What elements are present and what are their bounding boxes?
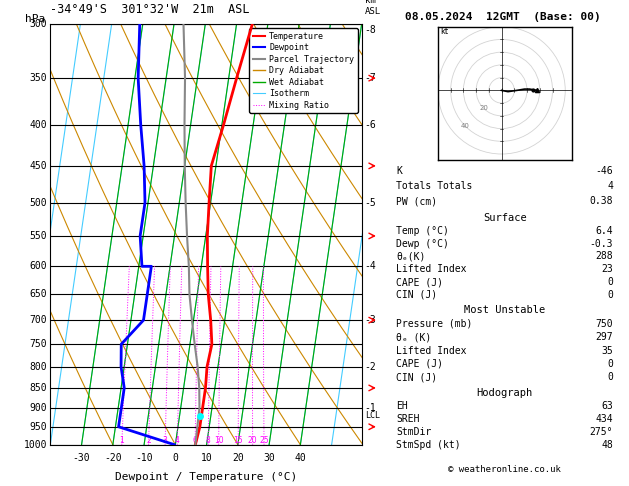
Text: -30: -30 [73,453,91,463]
Text: 850: 850 [30,383,47,393]
Text: Most Unstable: Most Unstable [464,305,545,315]
Text: -8: -8 [365,25,377,35]
Text: -0.3: -0.3 [590,239,613,248]
Text: 2: 2 [146,435,151,445]
Text: -34°49'S  301°32'W  21m  ASL: -34°49'S 301°32'W 21m ASL [50,3,250,16]
Text: -7: -7 [365,73,377,83]
Text: 450: 450 [30,161,47,171]
Text: 950: 950 [30,422,47,432]
Text: K: K [396,166,402,176]
Text: CAPE (J): CAPE (J) [396,277,443,287]
Text: 800: 800 [30,362,47,372]
Text: 40: 40 [461,123,470,129]
Text: 6.4: 6.4 [596,226,613,236]
Text: 0: 0 [608,359,613,369]
Text: 8: 8 [206,435,211,445]
Text: Pressure (mb): Pressure (mb) [396,319,472,329]
Text: 400: 400 [30,120,47,130]
Text: -1: -1 [365,403,377,413]
Text: SREH: SREH [396,414,420,424]
Text: Dewp (°C): Dewp (°C) [396,239,449,248]
Text: 500: 500 [30,198,47,208]
Text: 600: 600 [30,261,47,271]
Text: -4: -4 [365,261,377,271]
Text: 350: 350 [30,73,47,83]
Text: © weatheronline.co.uk: © weatheronline.co.uk [448,465,561,474]
Legend: Temperature, Dewpoint, Parcel Trajectory, Dry Adiabat, Wet Adiabat, Isotherm, Mi: Temperature, Dewpoint, Parcel Trajectory… [249,29,357,113]
Text: PW (cm): PW (cm) [396,196,437,207]
Text: LCL: LCL [365,411,380,420]
Text: 10: 10 [214,435,223,445]
Text: CIN (J): CIN (J) [396,290,437,300]
Text: Dewpoint / Temperature (°C): Dewpoint / Temperature (°C) [115,472,297,482]
Text: 4: 4 [175,435,180,445]
Text: EH: EH [396,401,408,411]
Text: 23: 23 [601,264,613,274]
Text: 300: 300 [30,19,47,29]
Text: 288: 288 [596,251,613,261]
Text: θₑ (K): θₑ (K) [396,332,431,342]
Text: 650: 650 [30,289,47,299]
Text: 40: 40 [294,453,306,463]
Text: -2: -2 [365,362,377,372]
Text: 434: 434 [596,414,613,424]
Text: -46: -46 [596,166,613,176]
Text: 700: 700 [30,315,47,325]
Text: 0: 0 [172,453,178,463]
Text: 297: 297 [596,332,613,342]
Text: CAPE (J): CAPE (J) [396,359,443,369]
Text: 0.38: 0.38 [590,196,613,207]
Text: -10: -10 [135,453,153,463]
Text: 08.05.2024  12GMT  (Base: 00): 08.05.2024 12GMT (Base: 00) [405,12,601,22]
Text: Temp (°C): Temp (°C) [396,226,449,236]
Text: 0: 0 [608,290,613,300]
Text: 1000: 1000 [24,440,47,450]
Text: 0: 0 [608,277,613,287]
Text: 1: 1 [120,435,124,445]
Text: Totals Totals: Totals Totals [396,181,472,191]
Text: 550: 550 [30,231,47,241]
Text: Hodograph: Hodograph [477,388,533,398]
Text: 3: 3 [163,435,167,445]
Text: 275°: 275° [590,427,613,437]
Text: -5: -5 [365,198,377,208]
Text: 0: 0 [608,372,613,382]
Text: 900: 900 [30,403,47,413]
Text: Surface: Surface [483,213,526,223]
Text: θₑ(K): θₑ(K) [396,251,426,261]
Text: kt: kt [440,27,448,36]
Text: 750: 750 [596,319,613,329]
Text: 20: 20 [479,105,488,111]
Text: -3: -3 [365,315,377,325]
Text: StmSpd (kt): StmSpd (kt) [396,440,461,451]
Text: km
ASL: km ASL [365,0,381,16]
Text: 10: 10 [201,453,213,463]
Text: 48: 48 [601,440,613,451]
Text: 750: 750 [30,339,47,349]
Text: 35: 35 [601,346,613,356]
Text: hPa: hPa [25,14,45,24]
Text: 20: 20 [232,453,244,463]
Text: 15: 15 [233,435,243,445]
Text: Lifted Index: Lifted Index [396,264,467,274]
Text: -20: -20 [104,453,121,463]
Text: CIN (J): CIN (J) [396,372,437,382]
Text: -6: -6 [365,120,377,130]
Text: 30: 30 [264,453,275,463]
Text: StmDir: StmDir [396,427,431,437]
Text: 6: 6 [192,435,198,445]
Text: 4: 4 [608,181,613,191]
Text: 63: 63 [601,401,613,411]
Text: 25: 25 [259,435,269,445]
Text: 20: 20 [248,435,257,445]
Text: Lifted Index: Lifted Index [396,346,467,356]
